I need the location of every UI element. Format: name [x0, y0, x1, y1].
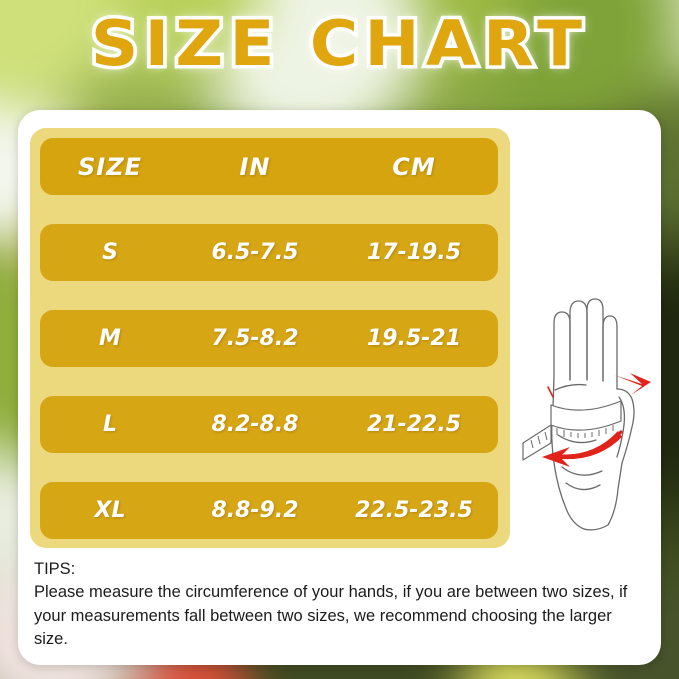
table-header-row: SIZE IN CM — [40, 138, 498, 195]
cell-in: 8.8-9.2 — [211, 498, 299, 523]
column-header-in: IN — [239, 152, 271, 181]
cell-cm: 21-22.5 — [366, 412, 462, 437]
page-title: SIZE CHART — [87, 7, 589, 80]
cell-size: M — [99, 326, 121, 351]
column-header-cm: CM — [392, 152, 436, 181]
column-header-size: SIZE — [77, 152, 142, 181]
tips-block: TIPS: Please measure the circumference o… — [34, 558, 646, 652]
cell-cm: 22.5-23.5 — [355, 498, 473, 523]
tips-body: Please measure the circumference of your… — [34, 583, 628, 649]
size-table-panel: SIZE IN CM S 6.5-7.5 17-19.5 M 7.5-8.2 1… — [30, 128, 510, 548]
title-area: SIZE CHART — [0, 7, 679, 80]
cell-size: XL — [94, 498, 126, 523]
cell-in: 8.2-8.8 — [211, 412, 299, 437]
cell-cm: 19.5-21 — [366, 326, 462, 351]
cell-size: L — [102, 412, 118, 437]
tips-label: TIPS: — [34, 560, 76, 578]
cell-cm: 17-19.5 — [366, 240, 462, 265]
cell-in: 6.5-7.5 — [211, 240, 299, 265]
content-card: SIZE IN CM S 6.5-7.5 17-19.5 M 7.5-8.2 1… — [18, 110, 661, 665]
table-row: L 8.2-8.8 21-22.5 — [40, 396, 498, 453]
hand-measurement-diagram — [518, 285, 653, 535]
cell-size: S — [102, 240, 118, 265]
table-row: M 7.5-8.2 19.5-21 — [40, 310, 498, 367]
table-row: S 6.5-7.5 17-19.5 — [40, 224, 498, 281]
table-row: XL 8.8-9.2 22.5-23.5 — [40, 482, 498, 539]
cell-in: 7.5-8.2 — [211, 326, 299, 351]
